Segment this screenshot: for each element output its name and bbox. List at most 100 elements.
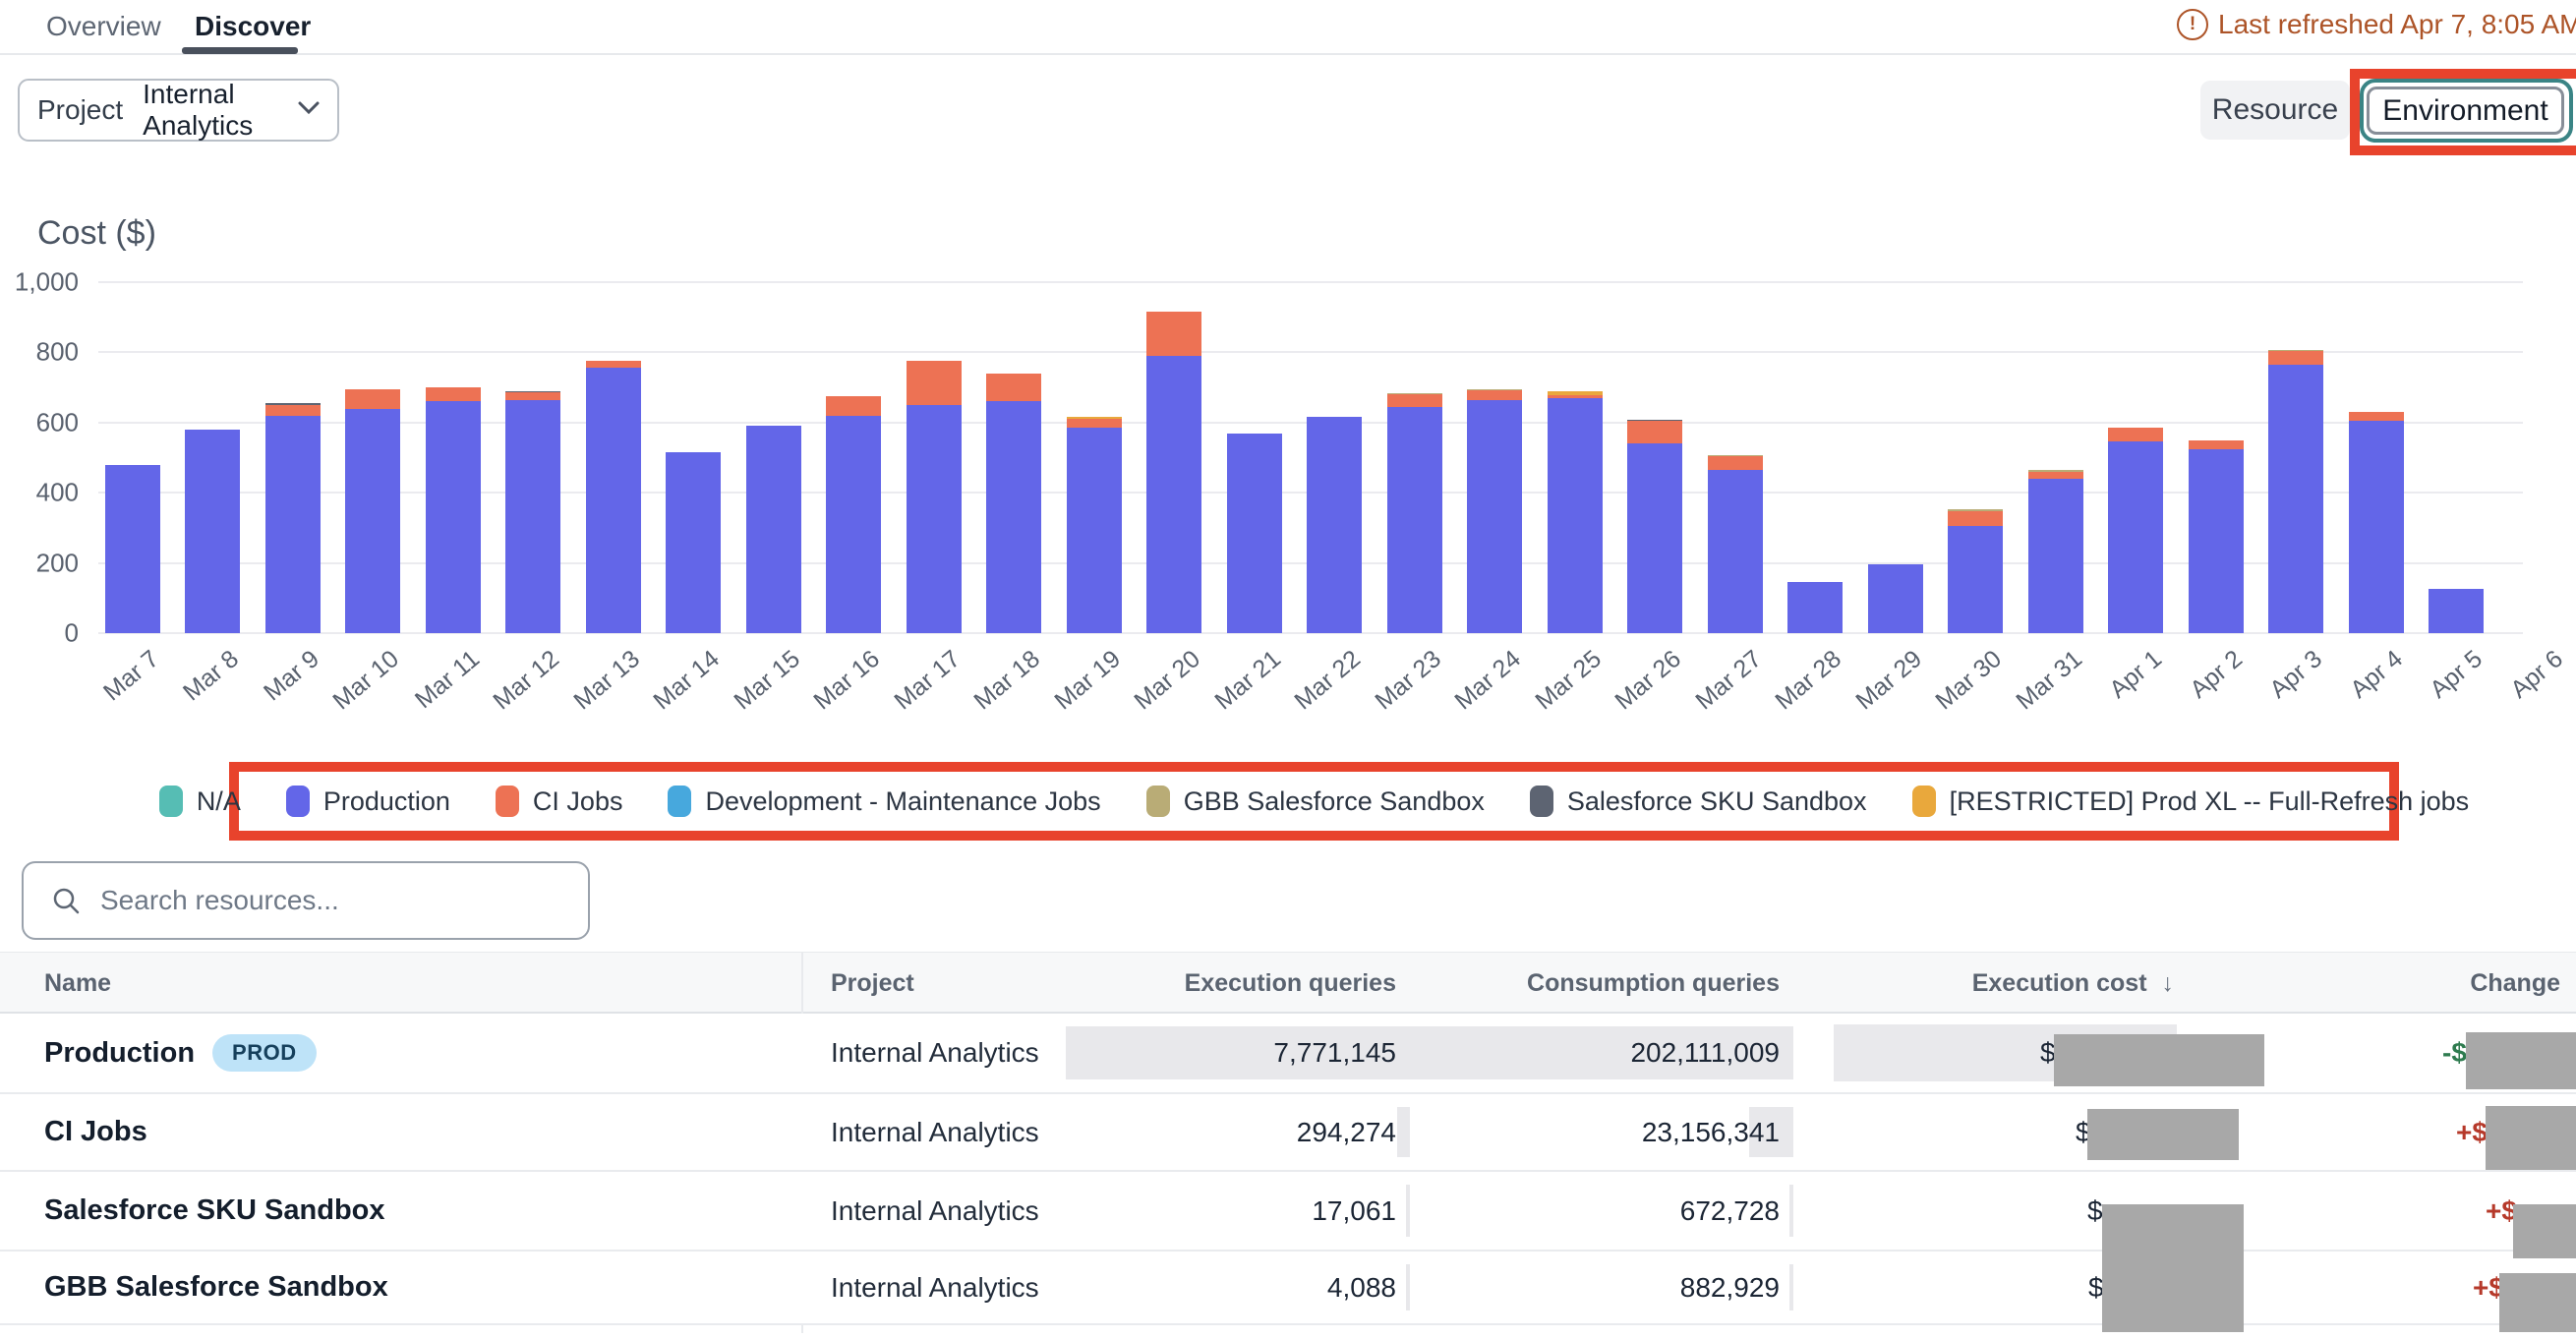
bar-segment-production[interactable] (2108, 441, 2163, 633)
column-header-execution-cost[interactable]: Execution cost ↓ (1793, 953, 2174, 1015)
bar-segment-gbb-salesforce-sandbox[interactable] (1948, 509, 2003, 510)
execution-queries-databar (1397, 1107, 1410, 1157)
bar-segment-production[interactable] (2189, 449, 2244, 633)
legend-color-chip (496, 786, 519, 817)
bar-segment-production[interactable] (265, 416, 321, 633)
bar-segment-salesforce-sku-sandbox[interactable] (265, 403, 321, 405)
resource-name[interactable]: CI Jobs (44, 1116, 147, 1148)
bar-segment-gbb-salesforce-sandbox[interactable] (1708, 455, 1763, 456)
bar-segment-production[interactable] (1307, 417, 1362, 633)
bar-segment-gbb-salesforce-sandbox[interactable] (2028, 470, 2083, 471)
legend-color-chip (286, 786, 310, 817)
bar-segment-production[interactable] (586, 368, 641, 633)
bar-segment-gbb-salesforce-sandbox[interactable] (2268, 350, 2323, 351)
column-header-consumption-queries[interactable]: Consumption queries (1410, 953, 1780, 1015)
bar-segment-production[interactable] (1387, 407, 1442, 633)
bar-segment-production[interactable] (1227, 434, 1282, 633)
search-box[interactable] (22, 861, 590, 940)
bar-segment-production[interactable] (2429, 589, 2484, 633)
bar-segment-ci-jobs[interactable] (1948, 511, 2003, 526)
bar-segment--restricted-prod-xl-full-refresh-jobs[interactable] (1548, 391, 1603, 395)
bar-segment--restricted-prod-xl-full-refresh-jobs[interactable] (1067, 417, 1122, 419)
bar-segment-production[interactable] (1067, 428, 1122, 633)
bar-segment-production[interactable] (105, 465, 160, 633)
legend-item[interactable]: Salesforce SKU Sandbox (1530, 786, 1867, 817)
y-axis-tick-label: 1,000 (0, 267, 79, 298)
resource-name[interactable]: GBB Salesforce Sandbox (44, 1271, 388, 1304)
column-header-execution-queries[interactable]: Execution queries (1066, 953, 1396, 1015)
bar-segment-ci-jobs[interactable] (2189, 440, 2244, 449)
bar-segment-ci-jobs[interactable] (826, 396, 881, 416)
bar-segment-ci-jobs[interactable] (1387, 394, 1442, 406)
bar-segment-salesforce-sku-sandbox[interactable] (505, 391, 560, 393)
bar-segment-ci-jobs[interactable] (1627, 421, 1682, 443)
bar-segment-ci-jobs[interactable] (907, 361, 962, 405)
bar-segment-production[interactable] (666, 452, 721, 633)
redacted-value (2499, 1273, 2576, 1332)
column-header-project[interactable]: Project (831, 953, 914, 1015)
bar-segment-production[interactable] (345, 409, 400, 633)
legend-item[interactable]: Development - Maintenance Jobs (668, 786, 1100, 817)
table-row[interactable]: Production PROD Internal Analytics 7,771… (0, 1014, 2576, 1094)
table-row[interactable]: Salesforce SKU Sandbox Internal Analytic… (0, 1172, 2576, 1252)
bar-segment-production[interactable] (2268, 365, 2323, 633)
resource-name[interactable]: Salesforce SKU Sandbox (44, 1194, 385, 1227)
bar-segment-production[interactable] (505, 400, 560, 633)
bar-segment-production[interactable] (1708, 470, 1763, 633)
bar-segment-ci-jobs[interactable] (1146, 312, 1201, 356)
legend-label: CI Jobs (533, 786, 623, 817)
bar-segment-production[interactable] (2028, 479, 2083, 633)
legend-item[interactable]: N/A (159, 786, 241, 817)
table-row[interactable]: CI Jobs Internal Analytics 294,274 23,15… (0, 1094, 2576, 1172)
search-input[interactable] (98, 884, 555, 917)
bar-segment-ci-jobs[interactable] (1708, 456, 1763, 470)
legend-item[interactable]: Production (286, 786, 450, 817)
bar-segment-ci-jobs[interactable] (2268, 351, 2323, 365)
bar-segment-production[interactable] (2349, 421, 2404, 633)
legend-label: Production (323, 786, 450, 817)
bar-segment-ci-jobs[interactable] (2108, 428, 2163, 441)
execution-cost-header-label: Execution cost (1972, 969, 2147, 997)
bar-segment-ci-jobs[interactable] (345, 389, 400, 409)
bar-segment-ci-jobs[interactable] (1467, 390, 1522, 400)
bar-segment-production[interactable] (746, 426, 801, 633)
bar-segment-production[interactable] (1146, 356, 1201, 633)
sort-descending-icon: ↓ (2162, 969, 2175, 997)
change-value-sign: +$ (2456, 1094, 2488, 1170)
bar-segment-ci-jobs[interactable] (1548, 395, 1603, 398)
bar-segment-gbb-salesforce-sandbox[interactable] (1387, 393, 1442, 394)
bar-segment-production[interactable] (986, 401, 1041, 633)
project-value: Internal Analytics (831, 1014, 1039, 1092)
bar-segment-ci-jobs[interactable] (2349, 412, 2404, 421)
legend-item[interactable]: [RESTRICTED] Prod XL -- Full-Refresh job… (1912, 786, 2470, 817)
bar-segment-salesforce-sku-sandbox[interactable] (1627, 420, 1682, 421)
bar-segment-ci-jobs[interactable] (426, 387, 481, 401)
legend-color-chip (159, 786, 183, 817)
bar-segment-ci-jobs[interactable] (586, 361, 641, 368)
chart-legend: N/AProductionCI JobsDevelopment - Mainte… (229, 762, 2399, 841)
bar-segment-production[interactable] (1627, 443, 1682, 633)
bar-segment-ci-jobs[interactable] (1067, 419, 1122, 428)
bar-segment-production[interactable] (907, 405, 962, 633)
bar-segment-gbb-salesforce-sandbox[interactable] (1467, 389, 1522, 390)
bar-segment-production[interactable] (185, 430, 240, 633)
column-header-name[interactable]: Name (44, 953, 111, 1015)
bar-segment-production[interactable] (426, 401, 481, 633)
redacted-value (2466, 1032, 2576, 1089)
bar-segment-ci-jobs[interactable] (2028, 472, 2083, 479)
legend-item[interactable]: CI Jobs (496, 786, 623, 817)
legend-item[interactable]: GBB Salesforce Sandbox (1146, 786, 1485, 817)
bar-segment-production[interactable] (1467, 400, 1522, 633)
bar-segment-ci-jobs[interactable] (505, 392, 560, 399)
bar-segment-ci-jobs[interactable] (265, 405, 321, 416)
bar-segment-production[interactable] (826, 416, 881, 633)
bar-segment-production[interactable] (1948, 526, 2003, 633)
resource-name[interactable]: Production (44, 1037, 195, 1070)
bar-segment-production[interactable] (1548, 398, 1603, 633)
execution-queries-value: 7,771,145 (1273, 1014, 1396, 1092)
bar-segment-production[interactable] (1868, 564, 1923, 633)
column-header-change[interactable]: Change (2177, 953, 2560, 1015)
bar-segment-ci-jobs[interactable] (986, 374, 1041, 402)
bar-segment-production[interactable] (1787, 582, 1843, 633)
search-icon (51, 886, 81, 915)
